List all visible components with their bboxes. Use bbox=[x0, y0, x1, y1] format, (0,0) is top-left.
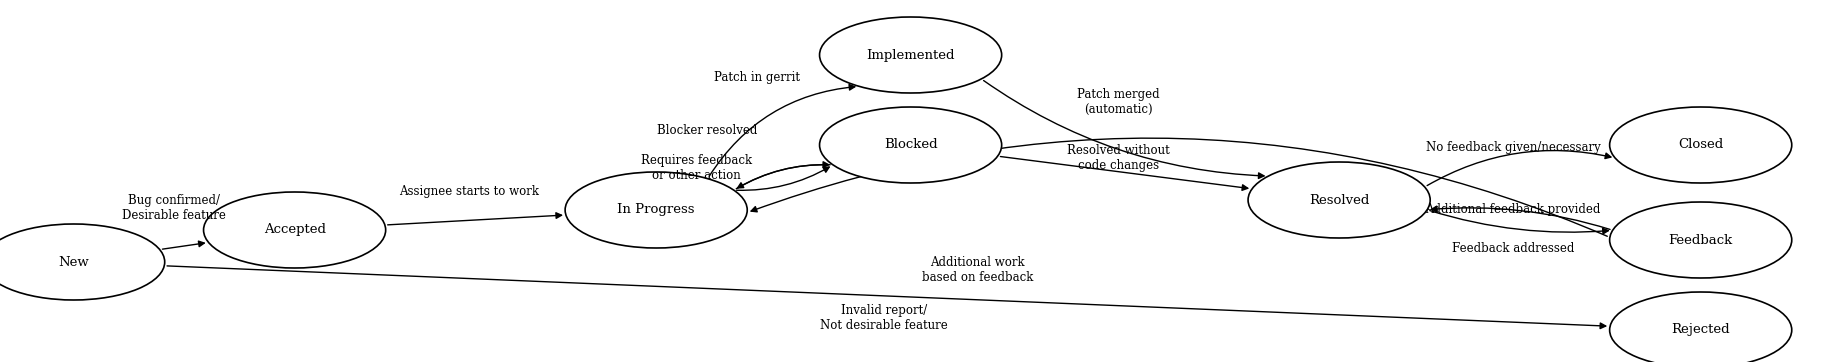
Ellipse shape bbox=[203, 192, 386, 268]
Text: Feedback: Feedback bbox=[1669, 233, 1733, 247]
Text: In Progress: In Progress bbox=[617, 203, 695, 216]
Ellipse shape bbox=[1610, 292, 1793, 362]
Ellipse shape bbox=[565, 172, 747, 248]
Ellipse shape bbox=[0, 224, 164, 300]
Text: Bug confirmed/
Desirable feature: Bug confirmed/ Desirable feature bbox=[122, 194, 225, 222]
Text: Rejected: Rejected bbox=[1671, 324, 1730, 337]
Ellipse shape bbox=[819, 107, 1002, 183]
Text: Patch in gerrit: Patch in gerrit bbox=[713, 72, 800, 84]
Ellipse shape bbox=[1610, 107, 1793, 183]
Text: Blocker resolved: Blocker resolved bbox=[656, 123, 758, 136]
Text: Implemented: Implemented bbox=[867, 49, 955, 62]
Text: Closed: Closed bbox=[1678, 139, 1724, 152]
Text: Assignee starts to work: Assignee starts to work bbox=[399, 185, 540, 198]
Ellipse shape bbox=[1247, 162, 1430, 238]
Text: Additional feedback provided: Additional feedback provided bbox=[1425, 203, 1600, 216]
Ellipse shape bbox=[1610, 202, 1793, 278]
Text: No feedback given/necessary: No feedback given/necessary bbox=[1427, 142, 1600, 155]
Text: Accepted: Accepted bbox=[264, 223, 325, 236]
Ellipse shape bbox=[819, 17, 1002, 93]
Text: New: New bbox=[59, 256, 89, 269]
Text: Requires feedback
or other action: Requires feedback or other action bbox=[641, 154, 752, 182]
Text: Patch merged
(automatic): Patch merged (automatic) bbox=[1077, 88, 1159, 116]
Text: Blocked: Blocked bbox=[883, 139, 937, 152]
Text: Feedback addressed: Feedback addressed bbox=[1453, 241, 1574, 254]
Text: Resolved without
code changes: Resolved without code changes bbox=[1066, 144, 1170, 172]
Text: Invalid report/
Not desirable feature: Invalid report/ Not desirable feature bbox=[821, 304, 948, 332]
Text: Resolved: Resolved bbox=[1308, 194, 1369, 206]
Text: Additional work
based on feedback: Additional work based on feedback bbox=[922, 256, 1033, 284]
